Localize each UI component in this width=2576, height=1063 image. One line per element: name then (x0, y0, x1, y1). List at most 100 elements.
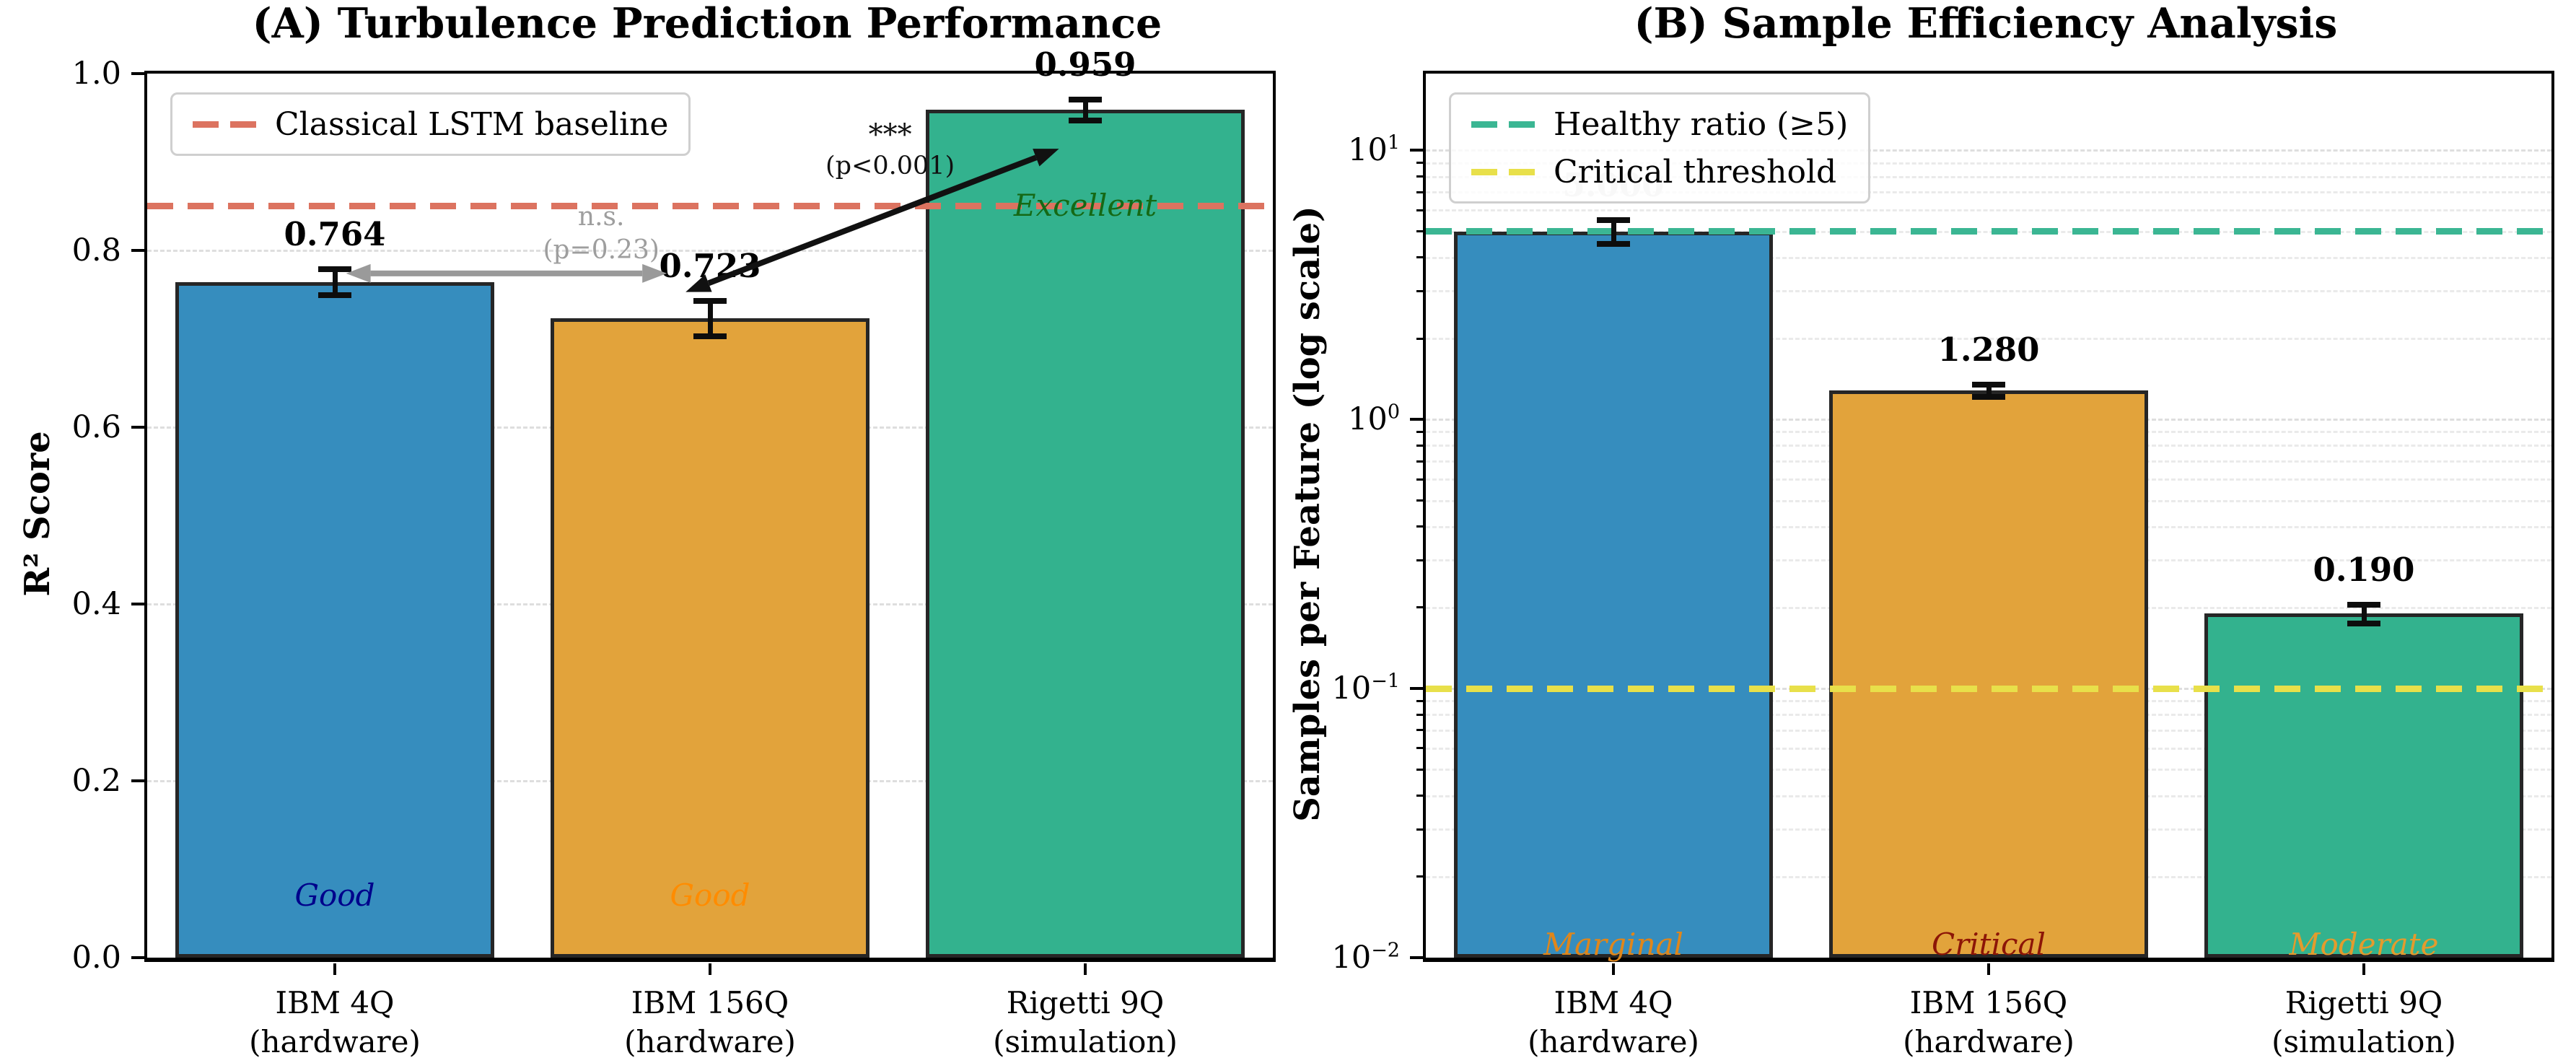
error-bar-cap (1597, 240, 1630, 247)
gridline (1426, 209, 2551, 212)
bar-ibm-4q (175, 282, 494, 958)
bar-value-label: 0.959 (1034, 45, 1136, 84)
x-tick-label-line: (hardware) (1903, 1024, 2075, 1059)
y-tick-label: 0.6 (71, 409, 121, 445)
y-minor-tick (1416, 460, 1426, 463)
legend-dash-swatch (1471, 168, 1535, 175)
annotation-line: (p=0.23) (543, 235, 660, 266)
legend-entry: Healthy ratio (≥5) (1471, 103, 1848, 145)
bar-value-label: 1.280 (1937, 330, 2040, 369)
error-bar-cap (1069, 117, 1102, 123)
bar-rigetti-9q (926, 110, 1245, 958)
error-bar (1611, 220, 1616, 244)
y-tick-label: 0.0 (71, 940, 121, 976)
y-tick (131, 956, 147, 959)
error-bar-cap (318, 292, 351, 299)
error-bar-cap (1069, 96, 1102, 102)
y-minor-tick (1416, 162, 1426, 165)
panel-a-title: (A) Turbulence Prediction Performance (252, 0, 1162, 48)
y-minor-tick (1416, 444, 1426, 447)
y-minor-tick (1416, 795, 1426, 797)
error-bar-cap (318, 266, 351, 272)
y-minor-tick (1416, 430, 1426, 433)
y-tick (1410, 687, 1426, 691)
y-minor-tick (1416, 175, 1426, 178)
annotation-line: (p<0.001) (825, 151, 955, 180)
gridline (1426, 162, 2551, 165)
gridline (1426, 256, 2551, 259)
bar-quality-tag: Moderate (2289, 926, 2439, 962)
y-tick-exponent: 1 (1387, 132, 1400, 155)
gridline (1426, 149, 2551, 152)
bar-rigetti-9q (2204, 613, 2523, 958)
y-minor-tick (1416, 699, 1426, 702)
error-bar (1986, 384, 1992, 398)
y-tick-exponent: −1 (1371, 670, 1400, 693)
gridline (1426, 290, 2551, 293)
y-minor-tick (1416, 230, 1426, 233)
panel-a-y-axis-label: R² Score (17, 431, 58, 597)
reference-line (1426, 685, 2551, 692)
x-tick (709, 963, 711, 975)
error-bar-cap (1972, 381, 2005, 388)
gridline (1426, 191, 2551, 194)
y-tick-exponent: −2 (1371, 939, 1400, 962)
error-bar-cap (2347, 620, 2380, 626)
x-tick-label-line: Rigetti 9Q (1006, 985, 1165, 1020)
x-tick-label: IBM 4Q (hardware) (176, 984, 494, 1062)
x-tick-label-line: (hardware) (624, 1024, 796, 1059)
bar-value-label: 0.190 (2313, 550, 2415, 589)
bar-ibm-156q (551, 318, 869, 958)
panel-a-plot: Good 0.764 IBM 4Q (hardware) Good 0.723 IBM 15… (72, 45, 1276, 1059)
annotation-sig: *** (p<0.001) (710, 121, 1071, 183)
x-tick-label-line: (hardware) (1528, 1024, 1699, 1059)
bar-value-label: 0.764 (284, 214, 386, 253)
y-tick-label: 0.2 (71, 763, 121, 799)
annotation-line: n.s. (577, 202, 625, 232)
y-tick-label: 100 (1348, 401, 1400, 438)
x-tick-label: Rigetti 9Q (simulation) (2205, 984, 2523, 1062)
y-tick (131, 72, 147, 75)
error-bar-cap (693, 297, 727, 304)
y-minor-tick (1416, 499, 1426, 502)
error-bar (332, 268, 338, 296)
y-tick (131, 779, 147, 782)
x-tick-label: IBM 156Q (hardware) (551, 984, 869, 1062)
error-bar-cap (1972, 394, 2005, 401)
x-tick (1987, 963, 1990, 975)
error-bar (1082, 99, 1088, 121)
bar-quality-tag: Critical (1932, 926, 2046, 962)
annotation-ns: n.s. (p=0.23) (421, 201, 781, 267)
panel-b-y-axis-label: Samples per Feature (log scale) (1287, 206, 1328, 822)
x-tick-label-line: IBM 4Q (1554, 985, 1673, 1020)
bar-ibm-4q (1454, 231, 1773, 958)
y-tick (131, 603, 147, 605)
y-tick (131, 426, 147, 429)
annotation-line: *** (868, 118, 912, 152)
bar-quality-tag: Excellent (1013, 187, 1157, 223)
x-tick (333, 963, 336, 975)
x-tick (2362, 963, 2365, 975)
legend: Classical LSTM baseline (170, 92, 691, 156)
y-tick (1410, 149, 1426, 152)
x-tick-label-line: IBM 156Q (631, 985, 789, 1020)
x-tick (1084, 963, 1087, 975)
gridline (1426, 338, 2551, 341)
x-tick-label-line: (hardware) (249, 1024, 421, 1059)
x-tick-label-line: IBM 156Q (1909, 985, 2068, 1020)
panel-b-title: (B) Sample Efficiency Analysis (1634, 0, 2338, 48)
y-tick-label: 101 (1348, 132, 1400, 169)
legend: Healthy ratio (≥5) Critical threshold (1449, 92, 1871, 204)
error-bar (2361, 604, 2367, 624)
x-tick-label-line: (simulation) (2271, 1024, 2456, 1059)
x-tick-label-line: IBM 4Q (275, 985, 395, 1020)
y-minor-tick (1416, 525, 1426, 528)
legend-entry: Classical LSTM baseline (193, 103, 668, 145)
x-tick-label: IBM 4Q (hardware) (1455, 984, 1772, 1062)
reference-line (1426, 228, 2551, 235)
y-tick (131, 249, 147, 252)
legend-label: Classical LSTM baseline (275, 105, 669, 143)
x-tick-label: Rigetti 9Q (simulation) (926, 984, 1244, 1062)
y-tick-exponent: 0 (1387, 401, 1400, 424)
